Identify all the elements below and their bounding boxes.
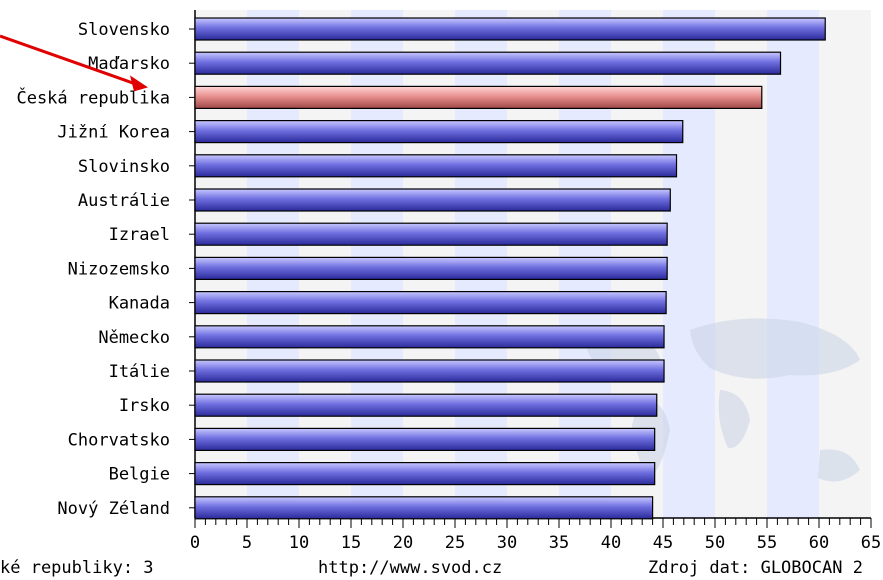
bar: [194, 256, 668, 280]
x-tick-label: 65: [861, 533, 881, 553]
bar: [194, 119, 684, 144]
footer-data-source: Zdroj dat: GLOBOCAN 2: [648, 558, 863, 578]
category-label: Chorvatsko: [68, 430, 170, 450]
category-label: Maďarsko: [88, 54, 170, 74]
category-label: Slovinsko: [78, 157, 170, 177]
category-label: Nový Zéland: [57, 499, 170, 519]
x-tick-label: 40: [601, 533, 621, 553]
bar-highlighted: [194, 85, 763, 110]
category-label: Irsko: [119, 396, 170, 416]
bar: [194, 222, 668, 246]
x-tick-label: 50: [705, 533, 725, 553]
bar: [194, 291, 667, 315]
highlight-arrow: [0, 34, 148, 92]
category-label: Izrael: [109, 225, 170, 245]
bar: [194, 359, 665, 383]
grid-band: [819, 10, 871, 518]
bar: [194, 462, 656, 486]
x-tick-label: 25: [445, 533, 465, 553]
category-label: Česká republika: [16, 86, 170, 108]
category-label: Itálie: [109, 362, 170, 382]
x-tick-label: 35: [549, 533, 569, 553]
category-label: Austrálie: [78, 191, 170, 211]
bar: [194, 51, 782, 75]
category-label: Slovensko: [78, 20, 170, 40]
arrow-head-icon: [130, 75, 148, 92]
category-label: Jižní Korea: [57, 123, 170, 143]
category-label: Kanada: [109, 294, 170, 314]
bar: [194, 154, 678, 178]
x-tick-label: 15: [341, 533, 361, 553]
category-label: Nizozemsko: [68, 259, 170, 279]
x-tick-label: 55: [757, 533, 777, 553]
grid-band: [767, 10, 819, 518]
footer: ké republiky: 3 http://www.svod.cz Zdroj…: [0, 558, 883, 580]
bar-chart: 0 5 10 15 20 25 30 35 40 45 50 55 60 65 Slovensko Maďa…: [0, 10, 881, 553]
footer-source-url: http://www.svod.cz: [318, 558, 503, 578]
category-label: Belgie: [109, 465, 170, 485]
bar: [194, 188, 671, 212]
bar: [194, 427, 656, 451]
x-tick-label: 20: [393, 533, 413, 553]
x-tick-label: 45: [653, 533, 673, 553]
x-tick-label: 5: [242, 533, 252, 553]
bar: [194, 496, 654, 520]
x-tick-label: 0: [190, 533, 200, 553]
x-tick-label: 30: [497, 533, 517, 553]
bar: [194, 17, 826, 41]
x-tick-label: 10: [289, 533, 309, 553]
footer-left-text: ké republiky: 3: [0, 558, 154, 578]
bar: [194, 325, 665, 349]
x-tick-label: 60: [809, 533, 829, 553]
arrow-line: [0, 34, 135, 85]
bar: [194, 393, 658, 417]
category-label: Německo: [98, 328, 170, 348]
